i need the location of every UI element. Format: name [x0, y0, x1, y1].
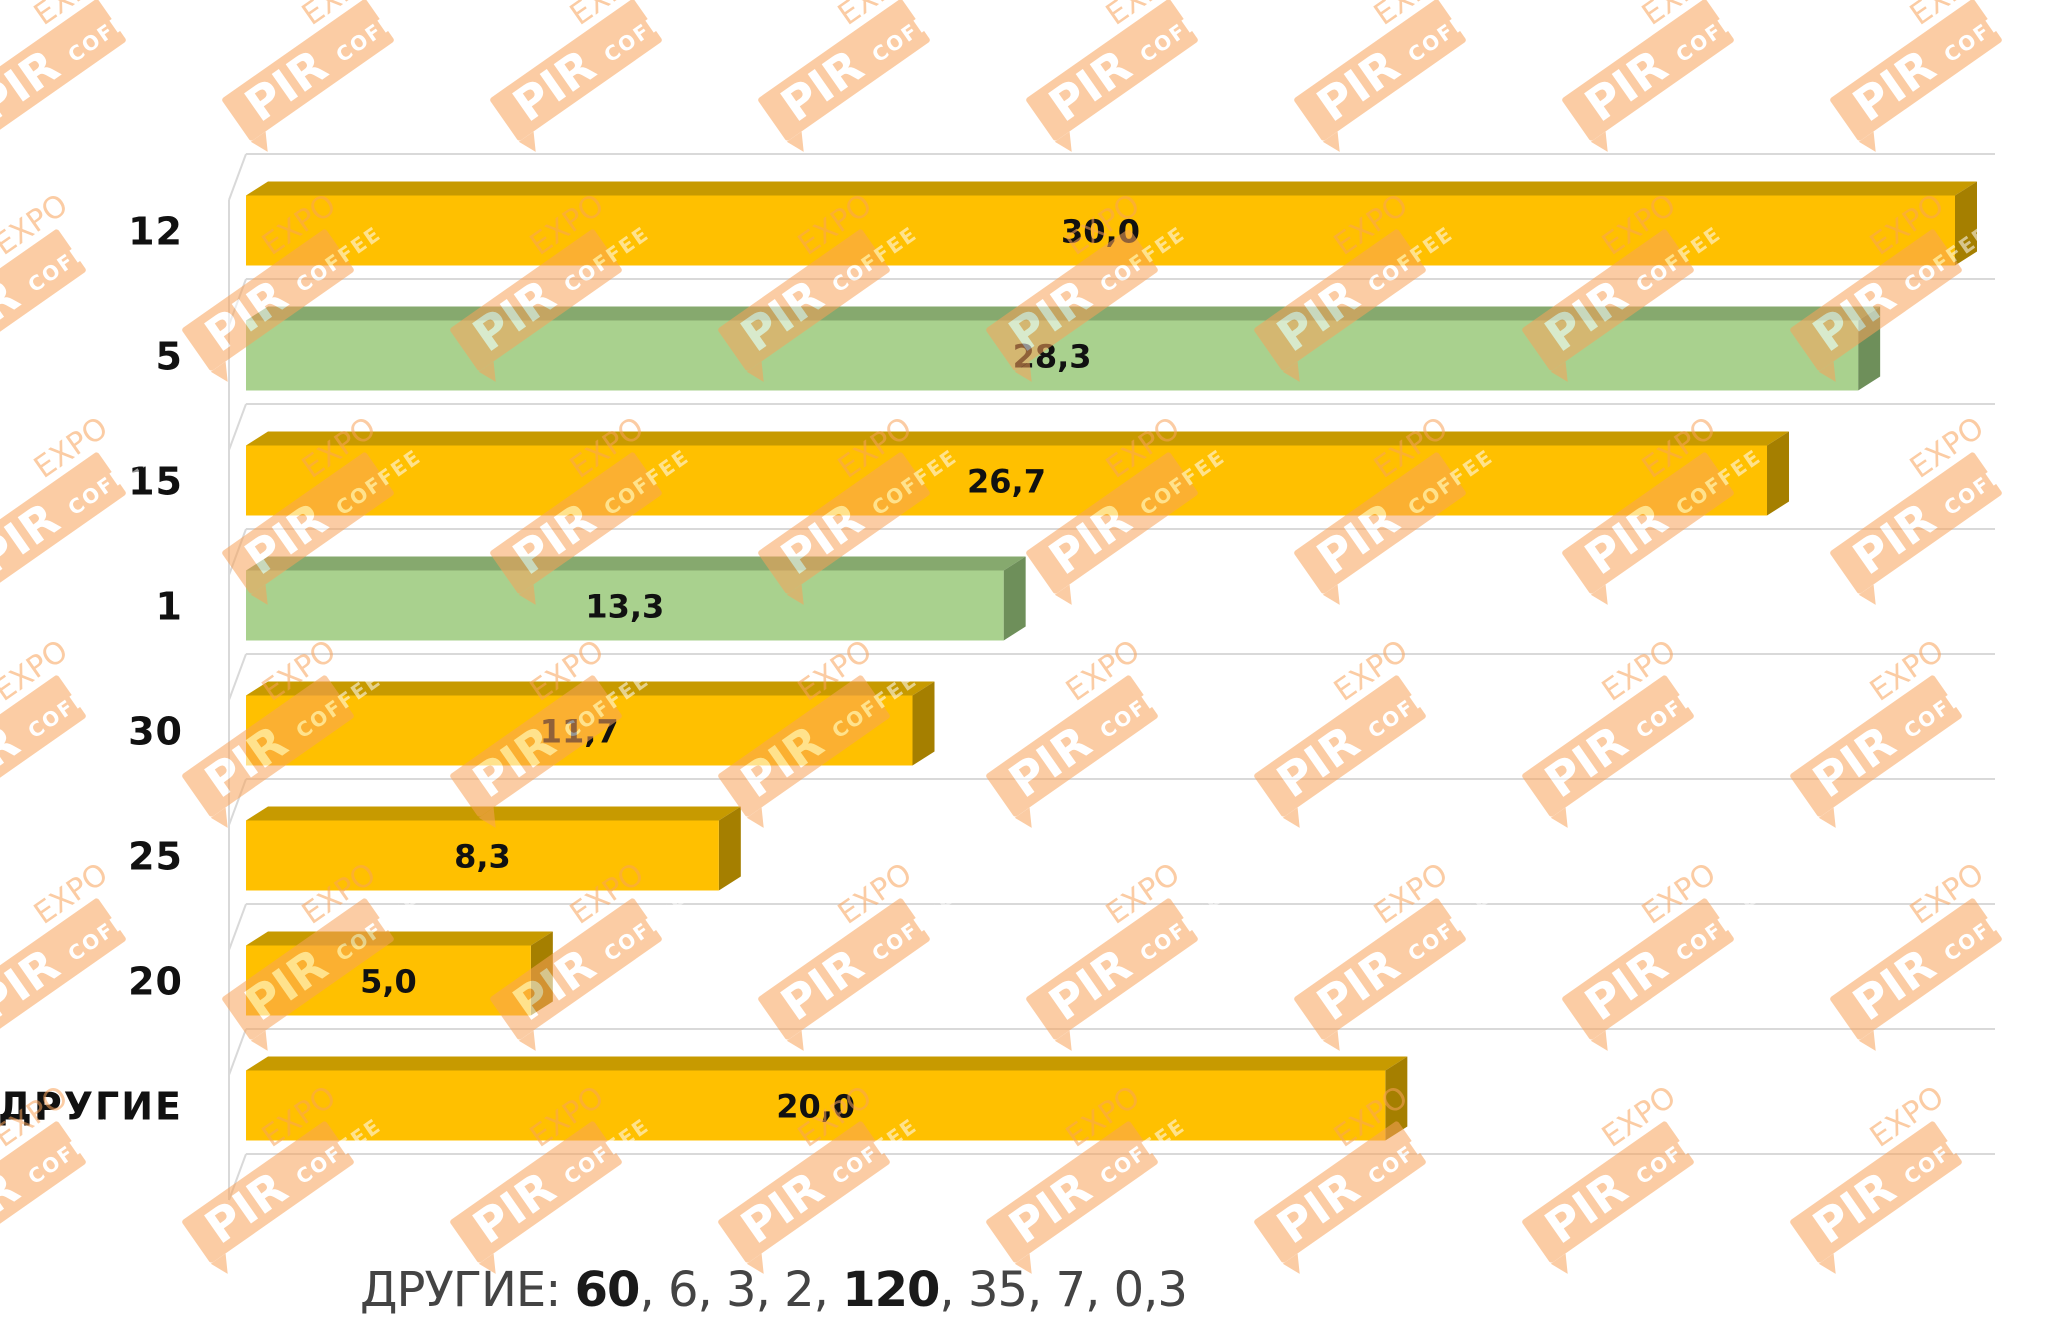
footnote-value: 0,3	[1113, 1262, 1188, 1318]
bar-ДРУГИЕ	[246, 1070, 1386, 1141]
category-label-12: 12	[128, 210, 183, 254]
category-label-25: 25	[128, 835, 183, 879]
category-label-1: 1	[156, 585, 183, 629]
bar-side-30	[912, 681, 935, 766]
data-label-15: 26,7	[967, 463, 1046, 501]
other-values-footnote: ДРУГИЕ: 60, 6, 3, 2, 120, 35, 7, 0,3	[360, 1262, 1188, 1322]
footnote-value: 6	[667, 1262, 699, 1318]
bar-25	[246, 820, 719, 891]
data-label-1: 13,3	[585, 588, 664, 626]
bar-top-12	[246, 181, 1977, 196]
footnote-value: 120	[842, 1262, 940, 1318]
bar-side-ДРУГИЕ	[1385, 1056, 1408, 1141]
bar-top-15	[246, 431, 1790, 446]
bar-top-20	[246, 931, 553, 946]
category-label-15: 15	[128, 460, 183, 504]
bar-side-12	[1955, 181, 1977, 266]
data-label-20: 5,0	[360, 963, 417, 1001]
gridline-depth	[228, 1028, 247, 1076]
footnote-value: 7	[1055, 1262, 1087, 1318]
footnote-value: 2	[784, 1262, 815, 1318]
category-label-30: 30	[128, 710, 183, 754]
footnote-values: 60, 6, 3, 2, 120, 35, 7, 0,3	[574, 1262, 1188, 1318]
data-label-25: 8,3	[454, 838, 511, 876]
bar-1	[246, 570, 1004, 641]
bar-side-1	[1003, 556, 1026, 641]
gridline-depth	[228, 403, 247, 451]
gridline-depth	[228, 653, 247, 701]
category-label-5: 5	[156, 335, 183, 379]
footnote-value: 60	[574, 1262, 641, 1318]
footnote-label: ДРУГИЕ:	[360, 1262, 561, 1318]
bar-15	[246, 445, 1768, 516]
footnote-value: 35	[967, 1262, 1028, 1318]
bar-top-1	[246, 556, 1026, 571]
category-label-20: 20	[128, 960, 183, 1004]
data-label-ДРУГИЕ: 20,0	[776, 1088, 855, 1126]
bar-top-ДРУГИЕ	[246, 1056, 1408, 1071]
bar-side-15	[1767, 431, 1790, 516]
bar-side-25	[718, 806, 741, 891]
footnote-value: 3	[726, 1262, 757, 1318]
gridline-depth	[228, 903, 247, 951]
category-label-ДРУГИЕ: ДРУГИЕ	[0, 1085, 183, 1129]
gridline-depth	[228, 153, 247, 201]
